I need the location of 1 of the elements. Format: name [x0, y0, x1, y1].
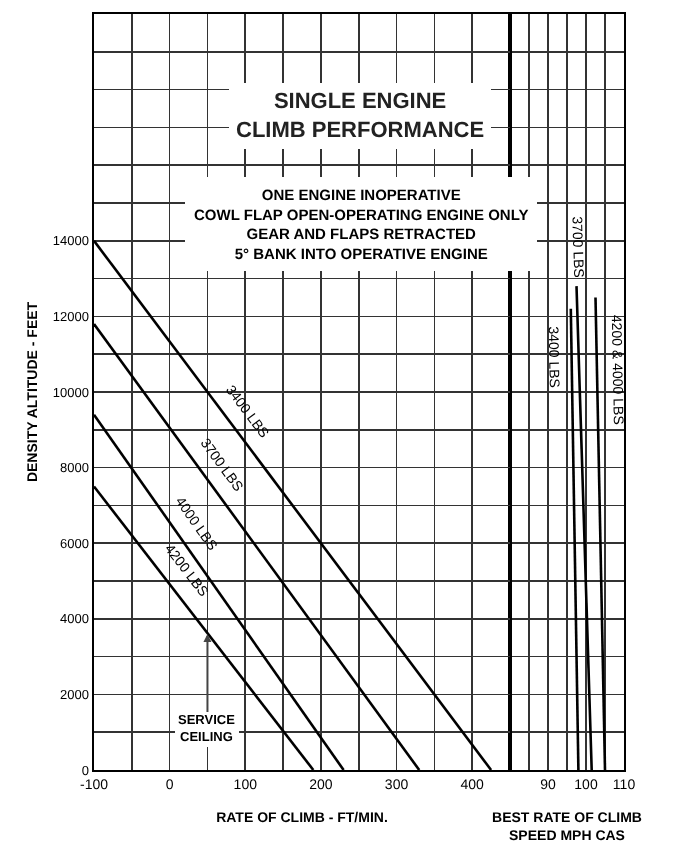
text: SINGLE ENGINE CLIMB PERFORMANCE: [236, 90, 485, 143]
